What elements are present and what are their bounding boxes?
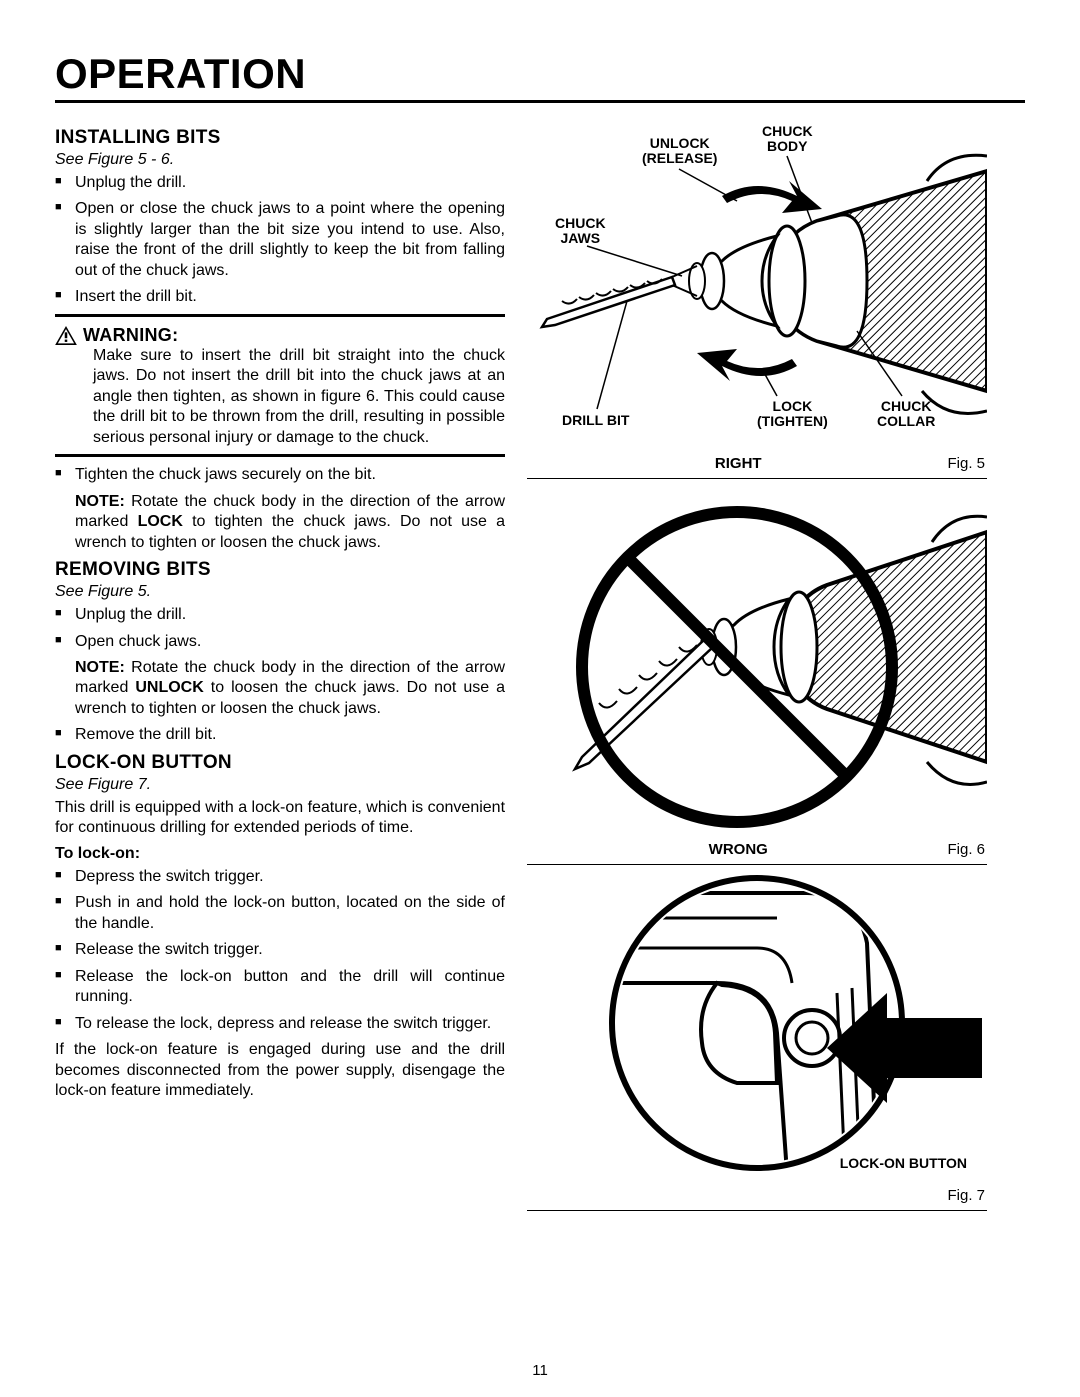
caption-wrong-label: WRONG <box>529 841 947 858</box>
fig5-caption: RIGHT Fig. 5 <box>527 455 987 472</box>
divider <box>527 478 987 479</box>
warning-header: WARNING: <box>55 325 505 346</box>
warning-triangle-icon <box>55 326 77 345</box>
text-column: INSTALLING BITS See Figure 5 - 6. Unplug… <box>55 121 505 1219</box>
list-item: To release the lock, depress and release… <box>55 1014 505 1034</box>
removing-bits-list: Unplug the drill. Open chuck jaws. <box>55 605 505 652</box>
figure-5: UNLOCK (RELEASE) CHUCK BODY CHUCK JAWS D… <box>527 121 987 451</box>
see-figure-ref: See Figure 5. <box>55 583 505 601</box>
two-column-layout: INSTALLING BITS See Figure 5 - 6. Unplug… <box>55 121 1025 1219</box>
list-item: Remove the drill bit. <box>55 725 505 745</box>
list-item: Release the lock-on button and the drill… <box>55 967 505 1008</box>
caption-fig7: Fig. 7 <box>947 1187 985 1204</box>
list-item: Unplug the drill. <box>55 173 505 193</box>
caption-fig5: Fig. 5 <box>947 455 985 472</box>
divider <box>527 1210 987 1211</box>
list-item: Open chuck jaws. <box>55 632 505 652</box>
label-lock: LOCK (TIGHTEN) <box>757 399 828 430</box>
heading-installing-bits: INSTALLING BITS <box>55 127 505 149</box>
label-lock-on-button: LOCK-ON BUTTON <box>840 1156 967 1171</box>
note-text: NOTE: Rotate the chuck body in the direc… <box>55 492 505 553</box>
figure-column: UNLOCK (RELEASE) CHUCK BODY CHUCK JAWS D… <box>527 121 987 1219</box>
tighten-list: Tighten the chuck jaws securely on the b… <box>55 465 505 485</box>
label-drill-bit: DRILL BIT <box>562 413 629 428</box>
page-number: 11 <box>532 1362 548 1379</box>
list-item: Release the switch trigger. <box>55 940 505 960</box>
fig6-caption: WRONG Fig. 6 <box>527 841 987 858</box>
warning-label: WARNING: <box>83 325 178 346</box>
label-chuck-jaws: CHUCK JAWS <box>555 216 606 247</box>
list-item: Tighten the chuck jaws securely on the b… <box>55 465 505 485</box>
figure-7: LOCK-ON BUTTON <box>527 873 987 1183</box>
label-chuck-collar: CHUCK COLLAR <box>877 399 935 430</box>
list-item: Unplug the drill. <box>55 605 505 625</box>
lock-on-list: Depress the switch trigger. Push in and … <box>55 867 505 1034</box>
installing-bits-list: Unplug the drill. Open or close the chuc… <box>55 173 505 308</box>
see-figure-ref: See Figure 7. <box>55 776 505 794</box>
list-item: Insert the drill bit. <box>55 287 505 307</box>
divider <box>527 864 987 865</box>
note-text: NOTE: Rotate the chuck body in the direc… <box>55 658 505 719</box>
fig6-illustration <box>527 487 987 837</box>
fig7-caption: Fig. 7 <box>527 1187 987 1204</box>
caption-fig6: Fig. 6 <box>947 841 985 858</box>
see-figure-ref: See Figure 5 - 6. <box>55 151 505 169</box>
caption-right-label: RIGHT <box>529 455 947 472</box>
list-item: Depress the switch trigger. <box>55 867 505 887</box>
divider <box>55 314 505 317</box>
fig7-illustration <box>527 873 987 1183</box>
heading-lock-on: LOCK-ON BUTTON <box>55 752 505 774</box>
figure-6 <box>527 487 987 837</box>
lock-on-intro: This drill is equipped with a lock-on fe… <box>55 798 505 839</box>
divider <box>55 454 505 457</box>
page-title: OPERATION <box>55 50 1025 103</box>
lock-on-outro: If the lock-on feature is engaged during… <box>55 1040 505 1101</box>
removing-bits-list2: Remove the drill bit. <box>55 725 505 745</box>
heading-removing-bits: REMOVING BITS <box>55 559 505 581</box>
list-item: Push in and hold the lock-on button, loc… <box>55 893 505 934</box>
label-unlock: UNLOCK (RELEASE) <box>642 136 717 167</box>
to-lock-on-label: To lock-on: <box>55 845 505 863</box>
label-chuck-body: CHUCK BODY <box>762 124 813 155</box>
list-item: Open or close the chuck jaws to a point … <box>55 199 505 281</box>
warning-body: Make sure to insert the drill bit straig… <box>55 346 505 448</box>
